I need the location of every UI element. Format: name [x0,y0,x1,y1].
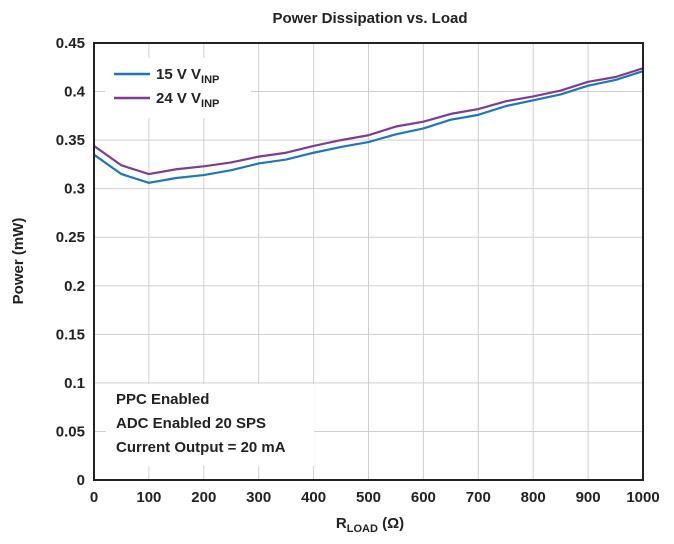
y-tick-label: 0.35 [56,132,85,149]
y-tick-label: 0.15 [56,326,85,343]
plot-frame [93,42,644,481]
series-line-15v [92,70,645,184]
annotation-adc: ADC Enabled 20 SPS [116,415,266,432]
x-axis-label-main: R [336,515,347,532]
legend-label-15v-main: 15 V V [156,66,201,83]
x-tick-label: 300 [246,489,271,506]
x-tick-label: 900 [576,489,601,506]
legend-label-24v-sub: INP [201,98,219,110]
x-tick-label: 600 [411,489,436,506]
y-tick-label: 0.05 [56,423,85,440]
x-tick-label: 0 [90,489,98,506]
x-axis-ticks: 0 100 200 300 400 500 600 700 800 900 1000 [90,489,660,506]
x-axis-label-unit: (Ω) [378,515,404,532]
legend-background [105,58,251,118]
y-axis-label: Power (mW) [10,218,27,305]
annotation-background [106,384,314,466]
series-lines [92,67,645,184]
grid-lines [94,43,643,480]
y-tick-label: 0.3 [64,181,85,198]
x-tick-label: 800 [521,489,546,506]
annotation-box: PPC Enabled ADC Enabled 20 SPS Current O… [106,384,314,466]
legend-label-15v-sub: INP [201,74,219,86]
legend: 15 V VINP 24 V VINP [105,58,251,118]
y-tick-label: 0.4 [64,84,86,101]
y-tick-label: 0.45 [56,35,85,52]
x-tick-label: 700 [466,489,491,506]
y-tick-label: 0 [77,472,85,489]
annotation-current-output: Current Output = 20 mA [116,439,286,456]
y-tick-label: 0.1 [64,375,85,392]
chart-title: Power Dissipation vs. Load [272,10,467,27]
legend-label-15v: 15 V VINP [156,66,219,86]
x-axis-label: RLOAD (Ω) [336,515,404,535]
x-tick-label: 1000 [626,489,659,506]
legend-label-24v: 24 V VINP [156,90,219,110]
series-line-24v [92,67,645,176]
x-tick-label: 100 [136,489,161,506]
annotation-ppc: PPC Enabled [116,391,209,408]
y-axis-ticks: 0 0.05 0.1 0.15 0.2 0.25 0.3 0.35 0.4 0.45 [56,35,86,489]
y-tick-label: 0.25 [56,229,85,246]
x-tick-label: 200 [191,489,216,506]
y-tick-label: 0.2 [64,278,85,295]
x-axis-label-sub: LOAD [347,523,378,535]
x-tick-label: 400 [301,489,326,506]
legend-label-24v-main: 24 V V [156,90,201,107]
x-tick-label: 500 [356,489,381,506]
